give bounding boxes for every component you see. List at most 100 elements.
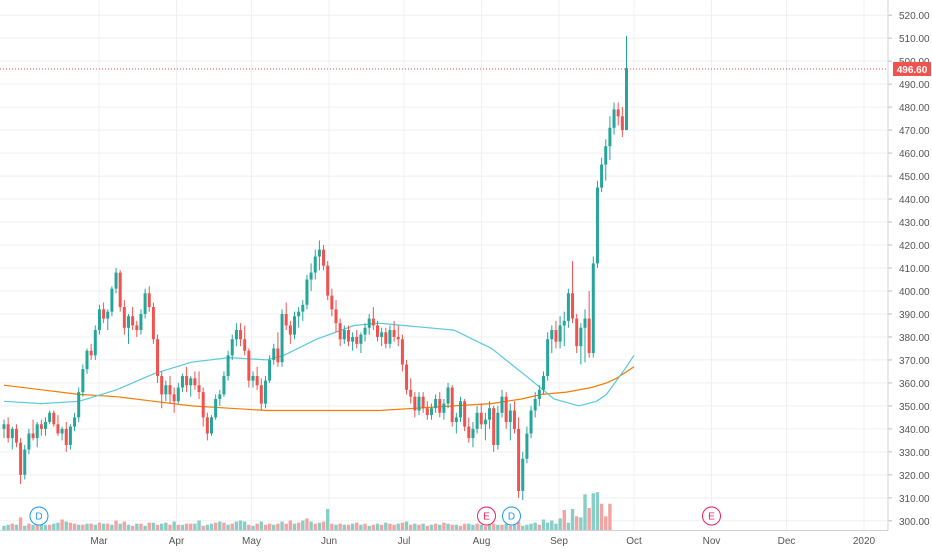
candle-body: [193, 378, 197, 386]
candle-body: [342, 330, 346, 340]
volume-bar: [384, 522, 388, 530]
candle-body: [338, 323, 342, 340]
volume-bar: [64, 521, 68, 530]
volume-bar: [583, 494, 587, 530]
candle-body: [359, 334, 363, 344]
volume-bar: [550, 520, 554, 530]
candle-body: [434, 399, 438, 409]
y-tick-label: 320.00: [899, 471, 930, 482]
candle-body: [550, 330, 554, 340]
volume-bar: [558, 518, 562, 530]
volume-bar: [122, 521, 127, 530]
y-tick-label: 490.00: [899, 80, 930, 91]
volume-bar: [533, 522, 537, 530]
volume-bar: [508, 525, 512, 530]
candle-body: [147, 293, 151, 308]
x-tick-label: Sep: [550, 536, 568, 547]
volume-bar: [43, 524, 48, 530]
volume-bar: [93, 524, 97, 530]
volume-bar: [529, 523, 533, 530]
volume-bar: [296, 522, 301, 530]
earnings-marker[interactable]: E: [477, 506, 496, 526]
volume-bar: [417, 524, 421, 530]
candle-body: [330, 295, 334, 310]
candle-body: [483, 419, 487, 425]
y-tick-label: 510.00: [899, 34, 930, 45]
volume-bar: [130, 525, 135, 530]
candle-body: [122, 307, 126, 328]
dividend-marker[interactable]: D: [502, 506, 521, 526]
volume-bar: [570, 509, 575, 530]
candle-body: [305, 279, 309, 305]
candle-body: [234, 330, 238, 340]
x-tick-label: Aug: [473, 536, 491, 547]
candle-body: [521, 458, 525, 491]
volume-bar: [458, 525, 463, 530]
volume-bar: [197, 520, 201, 530]
candle-body: [512, 410, 516, 429]
earnings-marker[interactable]: E: [702, 506, 721, 526]
candle-body: [64, 428, 68, 445]
volume-bar: [226, 524, 230, 530]
volume-bar: [346, 524, 351, 530]
x-tick-label: Jun: [321, 536, 337, 547]
volume-bar: [562, 510, 566, 530]
candle-body: [106, 311, 110, 319]
volume-bar: [413, 523, 417, 530]
candle-body: [280, 313, 284, 363]
volume-bar: [205, 524, 210, 530]
y-tick-label: 380.00: [899, 333, 930, 344]
candle-body: [131, 316, 135, 326]
candle-body: [89, 350, 93, 356]
volume-bar: [259, 521, 263, 530]
volume-bar: [334, 524, 338, 530]
volume-bar: [272, 524, 276, 530]
event-circle: [502, 506, 521, 526]
event-label: E: [483, 512, 490, 523]
candle-body: [355, 336, 359, 344]
y-tick-label: 300.00: [899, 517, 930, 528]
candle-body: [297, 311, 301, 317]
y-tick-label: 450.00: [899, 172, 930, 183]
candle-body: [554, 330, 558, 342]
volume-bar: [442, 522, 446, 530]
volume-bar: [218, 521, 222, 530]
candle-body: [595, 187, 599, 264]
volume-bar: [595, 492, 600, 530]
candle-body: [380, 332, 384, 337]
volume-bar: [429, 524, 434, 530]
grid: [0, 0, 887, 530]
candle-body: [230, 339, 234, 356]
candle-body: [114, 272, 118, 289]
candle-body: [93, 330, 97, 356]
volume-bar: [31, 524, 35, 530]
candle-body: [363, 327, 367, 335]
volume-bar: [184, 523, 189, 530]
candle-body: [409, 389, 413, 397]
dividend-marker[interactable]: D: [29, 506, 49, 526]
y-tick-label: 370.00: [899, 356, 930, 367]
candle-body: [110, 288, 114, 312]
x-tick-label: Oct: [626, 536, 642, 547]
candle-body: [454, 417, 458, 422]
volume-bar: [566, 522, 571, 530]
volume-bar: [56, 522, 60, 530]
candle-body: [77, 392, 81, 418]
volume-bar: [213, 522, 218, 530]
volume-bar: [267, 523, 272, 530]
candle-body: [205, 417, 209, 434]
candle-body: [405, 364, 409, 390]
x-tick-label: Dec: [778, 536, 796, 547]
volume-bar: [537, 524, 542, 530]
volume-bar: [355, 522, 359, 530]
candle-body: [604, 146, 608, 165]
volume-bar: [247, 524, 251, 530]
volume-bar: [230, 523, 234, 530]
candle-body: [97, 309, 101, 331]
candle-body: [268, 359, 272, 381]
volume-bar: [35, 523, 39, 530]
candle-body: [542, 376, 545, 390]
volume-bar: [176, 524, 180, 530]
volume-bar: [101, 523, 106, 530]
